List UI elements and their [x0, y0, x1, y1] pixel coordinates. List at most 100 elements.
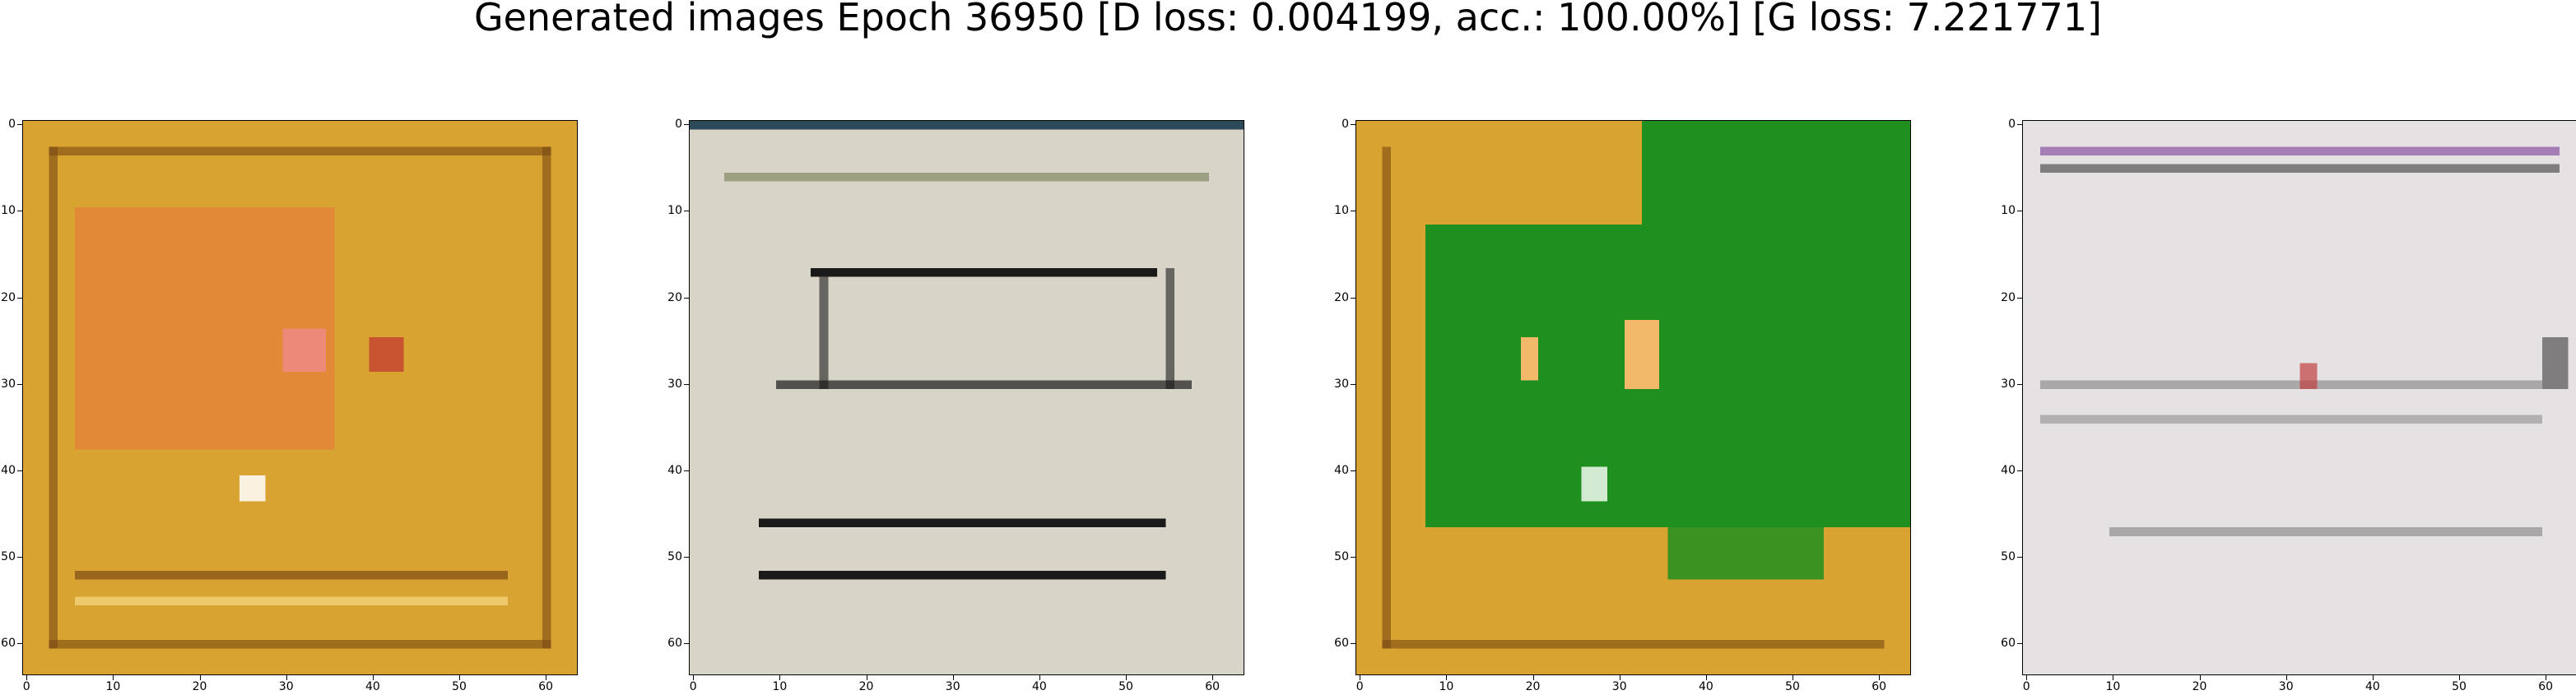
image-stripe: [2040, 146, 2560, 156]
y-tick-mark: [1351, 643, 1355, 645]
image-stripe: [2040, 380, 2542, 389]
x-tick-label: 30: [2278, 680, 2294, 693]
x-tick-mark: [1212, 675, 1214, 680]
image-stripe: [2040, 164, 2560, 174]
image-panel-3: 0 0 10 10 20 20 30 30 40 40 50 50 60 60: [1334, 118, 1911, 693]
y-tick-mark: [2017, 383, 2022, 385]
image-blob: [282, 328, 327, 372]
y-tick-mark: [17, 557, 22, 558]
image-stripe: [1382, 146, 1392, 649]
y-tick-mark: [2017, 470, 2022, 471]
y-tick-mark: [684, 297, 689, 299]
y-tick-label: 0: [1341, 118, 1349, 132]
x-tick-label: 0: [1355, 680, 1364, 693]
image-stripe: [2109, 527, 2542, 536]
y-tick-label: 50: [2001, 550, 2016, 564]
image-stripe: [2040, 415, 2542, 424]
x-tick-label: 20: [2192, 680, 2207, 693]
y-tick-label: 10: [1334, 204, 1349, 218]
x-tick-mark: [693, 675, 695, 680]
image-blob: [2541, 336, 2569, 389]
y-tick-label: 50: [1334, 550, 1349, 564]
image-stripe: [49, 146, 58, 649]
image-stripe: [75, 570, 508, 580]
y-tick-label: 40: [1334, 463, 1349, 477]
x-tick-label: 60: [538, 680, 554, 693]
y-tick-label: 30: [1, 377, 16, 391]
image-stripe: [819, 267, 829, 389]
x-tick-mark: [459, 675, 461, 680]
y-tick-mark: [684, 557, 689, 558]
y-tick-mark: [1351, 383, 1355, 385]
x-tick-label: 10: [772, 680, 788, 693]
y-tick-label: 40: [667, 463, 682, 477]
image-blob: [1520, 336, 1538, 381]
y-tick-label: 10: [1, 204, 16, 218]
generated-image-1: [22, 120, 578, 675]
x-tick-mark: [1705, 675, 1707, 680]
y-tick-mark: [17, 470, 22, 471]
image-blob: [2299, 363, 2318, 389]
y-tick-label: 30: [667, 377, 682, 391]
y-tick-mark: [17, 643, 22, 645]
image-green-region: [1425, 225, 1910, 528]
image-blob: [1581, 466, 1607, 502]
x-tick-label: 50: [452, 680, 467, 693]
x-tick-label: 20: [858, 680, 874, 693]
y-tick-label: 40: [1, 463, 16, 477]
x-tick-mark: [2372, 675, 2374, 680]
y-tick-label: 20: [1334, 290, 1349, 304]
y-tick-mark: [1351, 557, 1355, 558]
x-tick-label: 10: [1439, 680, 1454, 693]
x-tick-label: 30: [278, 680, 294, 693]
x-tick-label: 30: [1611, 680, 1627, 693]
y-tick-label: 50: [667, 550, 682, 564]
x-tick-mark: [1126, 675, 1128, 680]
image-green-region: [1642, 121, 1910, 225]
x-tick-mark: [372, 675, 374, 680]
y-tick-label: 20: [1, 290, 16, 304]
y-tick-mark: [17, 383, 22, 385]
y-tick-label: 0: [675, 118, 682, 132]
x-tick-label: 30: [945, 680, 960, 693]
y-tick-mark: [684, 643, 689, 645]
image-stripe: [49, 146, 551, 156]
x-tick-label: 0: [2022, 680, 2030, 693]
y-tick-mark: [684, 124, 689, 126]
y-tick-mark: [684, 470, 689, 471]
y-tick-label: 20: [2001, 290, 2016, 304]
y-tick-mark: [1351, 124, 1355, 126]
y-tick-label: 20: [667, 290, 682, 304]
y-tick-label: 0: [2008, 118, 2016, 132]
y-tick-mark: [2017, 124, 2022, 126]
image-background: [2023, 121, 2576, 674]
x-tick-label: 40: [365, 680, 380, 693]
y-tick-label: 0: [8, 118, 16, 132]
x-tick-mark: [2026, 675, 2028, 680]
y-tick-mark: [2017, 297, 2022, 299]
x-tick-label: 10: [105, 680, 121, 693]
x-tick-label: 10: [2105, 680, 2121, 693]
image-panel-4: 0 0 10 10 20 20 30 30 40 40 50 50 60 60: [2001, 118, 2576, 693]
generated-image-2: [689, 120, 1244, 675]
y-tick-label: 60: [1, 637, 16, 651]
y-tick-mark: [2017, 643, 2022, 645]
x-tick-label: 40: [1031, 680, 1047, 693]
x-tick-label: 60: [1872, 680, 1887, 693]
image-stripe: [724, 173, 1209, 182]
x-tick-mark: [26, 675, 28, 680]
y-tick-label: 30: [1334, 377, 1349, 391]
image-panel-1: 0 0 10 10 20 20 30 30 40 40 50 50 60 60: [1, 118, 578, 693]
y-tick-label: 50: [1, 550, 16, 564]
x-tick-mark: [199, 675, 201, 680]
y-tick-label: 60: [1334, 637, 1349, 651]
image-stripe: [1382, 639, 1885, 649]
x-tick-label: 40: [1698, 680, 1713, 693]
y-tick-label: 30: [2001, 377, 2016, 391]
x-tick-mark: [286, 675, 287, 680]
x-tick-label: 50: [2452, 680, 2467, 693]
x-tick-mark: [1039, 675, 1040, 680]
image-stripe: [75, 596, 508, 605]
x-tick-label: 0: [22, 680, 30, 693]
x-tick-label: 50: [1118, 680, 1133, 693]
